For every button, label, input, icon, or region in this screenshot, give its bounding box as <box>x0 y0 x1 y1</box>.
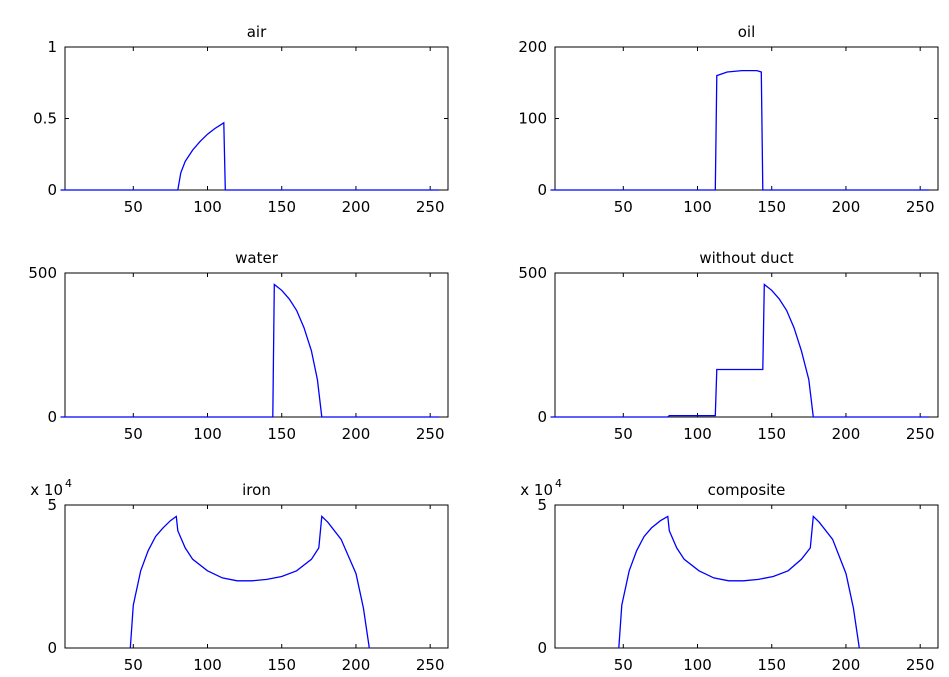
axes-box <box>64 46 449 191</box>
y-scale-exponent: 4 <box>65 477 72 490</box>
subplot: oil 50 100 150 200 250 0 100 200 <box>518 23 939 216</box>
axes-box <box>554 504 939 649</box>
x-tick-label: 200 <box>832 198 861 216</box>
x-tick-label: 50 <box>124 425 143 443</box>
subplot: air 50 100 150 200 250 0 0.5 1 <box>33 23 449 216</box>
data-line <box>129 514 370 649</box>
subplot: composite 50 100 150 200 250 0 5x 10 4 <box>520 477 939 674</box>
subplot-title: oil <box>738 23 756 41</box>
y-tick-label: 200 <box>518 38 547 56</box>
x-tick-label: 250 <box>416 656 445 674</box>
subplot-title: water <box>235 249 279 267</box>
subplot: water 50 100 150 200 250 0 500 <box>28 249 449 443</box>
axes-box <box>64 272 449 418</box>
x-tick-label: 250 <box>906 425 935 443</box>
subplot-title: composite <box>708 481 786 499</box>
subplot-title: air <box>247 23 267 41</box>
y-scale-base: x 10 <box>30 481 63 499</box>
y-tick-label: 0 <box>47 408 57 426</box>
data-line <box>618 514 860 649</box>
data-line <box>60 121 440 191</box>
y-tick-label: 0 <box>537 181 547 199</box>
x-tick-label: 100 <box>193 425 222 443</box>
x-tick-label: 50 <box>614 198 633 216</box>
data-line <box>550 283 930 418</box>
x-tick-label: 50 <box>124 198 143 216</box>
x-tick-label: 250 <box>906 198 935 216</box>
x-tick-label: 50 <box>124 656 143 674</box>
subplot-title: iron <box>242 481 271 499</box>
subplot-title: without duct <box>699 249 793 267</box>
axes-box <box>554 46 939 191</box>
x-tick-label: 200 <box>342 425 371 443</box>
data-line <box>60 283 440 418</box>
x-tick-label: 100 <box>683 425 712 443</box>
y-tick-label: 5 <box>47 496 57 514</box>
x-tick-label: 250 <box>416 425 445 443</box>
y-tick-label: 0 <box>537 408 547 426</box>
y-tick-label: 0 <box>47 639 57 657</box>
x-tick-label: 150 <box>267 656 296 674</box>
x-tick-label: 50 <box>614 656 633 674</box>
x-tick-label: 150 <box>267 425 296 443</box>
y-tick-label: 500 <box>518 264 547 282</box>
data-line <box>550 69 930 191</box>
x-tick-label: 250 <box>906 656 935 674</box>
y-scale-exponent: 4 <box>555 477 562 490</box>
axes-box <box>554 272 939 418</box>
x-tick-label: 150 <box>757 656 786 674</box>
y-tick-label: 1 <box>47 38 57 56</box>
y-tick-label: 500 <box>28 264 57 282</box>
x-tick-label: 100 <box>193 198 222 216</box>
x-tick-label: 200 <box>832 425 861 443</box>
y-tick-label: 0 <box>47 181 57 199</box>
x-tick-label: 200 <box>832 656 861 674</box>
subplot: without duct 50 100 150 200 250 0 500 <box>518 249 939 443</box>
subplot: iron 50 100 150 200 250 0 5x 10 4 <box>30 477 449 674</box>
y-tick-label: 100 <box>518 110 547 128</box>
x-tick-label: 150 <box>757 198 786 216</box>
x-tick-label: 200 <box>342 656 371 674</box>
x-tick-label: 100 <box>193 656 222 674</box>
y-tick-label: 0.5 <box>33 110 57 128</box>
y-tick-label: 5 <box>537 496 547 514</box>
axes-box <box>64 504 449 649</box>
y-scale-base: x 10 <box>520 481 553 499</box>
x-tick-label: 100 <box>683 198 712 216</box>
x-tick-label: 50 <box>614 425 633 443</box>
x-tick-label: 150 <box>757 425 786 443</box>
x-tick-label: 150 <box>267 198 296 216</box>
y-tick-label: 0 <box>537 639 547 657</box>
x-tick-label: 250 <box>416 198 445 216</box>
x-tick-label: 100 <box>683 656 712 674</box>
x-tick-label: 200 <box>342 198 371 216</box>
